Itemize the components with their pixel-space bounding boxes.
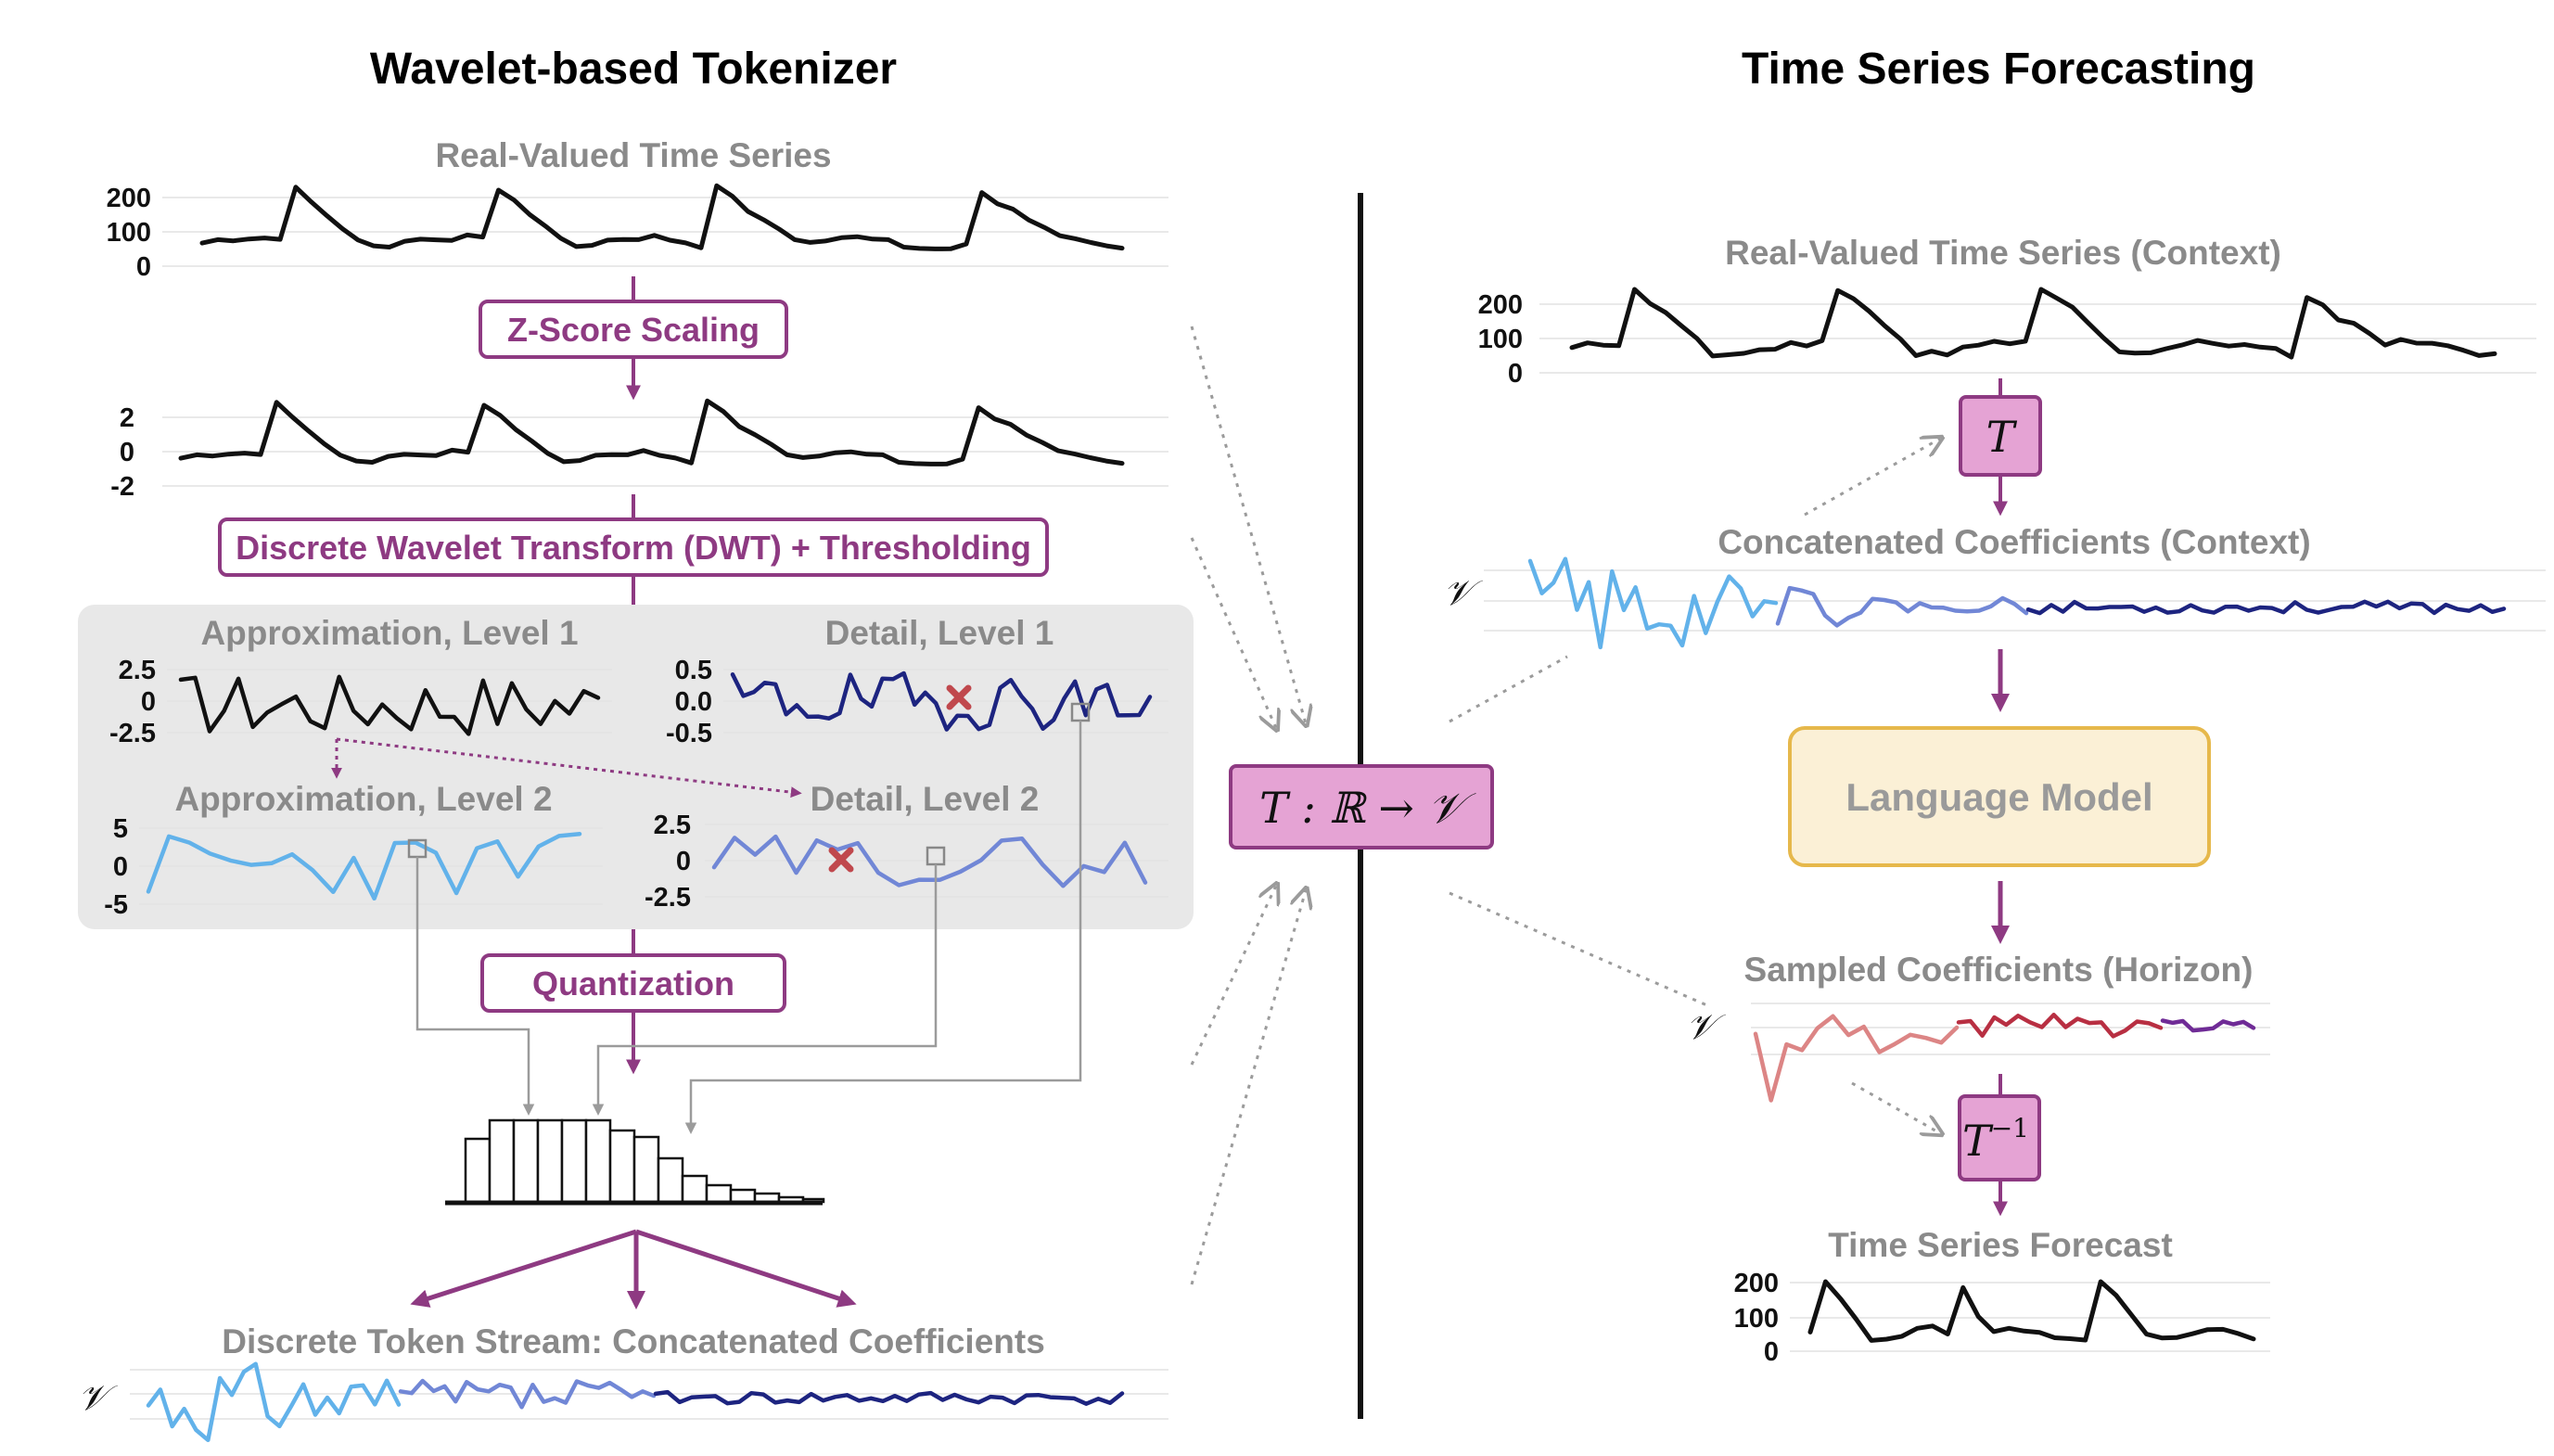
t-inverse-box: T−1 xyxy=(1958,1094,2041,1181)
histogram-icon xyxy=(445,1118,825,1206)
token-axis-label: 𝒱 xyxy=(78,1377,118,1418)
approx2-tick-neg: -5 xyxy=(104,890,128,920)
detail1-tick-pos: 0.5 xyxy=(675,656,712,685)
approx2-chart: 5 0 -5 xyxy=(104,814,603,920)
detail2-tick-neg: -2.5 xyxy=(645,883,691,913)
dwt-box: Discrete Wavelet Transform (DWT) + Thres… xyxy=(218,517,1049,577)
concat-detail1-segment xyxy=(2025,599,2507,616)
real-series-chart: 200 100 0 xyxy=(107,183,1168,282)
concat-chart: 𝒱 xyxy=(1443,556,2546,650)
approx2-line xyxy=(146,831,582,901)
concat-axis-label: 𝒱 xyxy=(1443,572,1483,613)
scaled-tick-2: 2 xyxy=(120,403,134,433)
left-title: Wavelet-based Tokenizer xyxy=(370,45,897,94)
t-inverse-label: T xyxy=(1962,1116,1994,1166)
sampled-axis-label: 𝒱 xyxy=(1686,1006,1726,1047)
real-tick-100: 100 xyxy=(107,218,151,248)
sampled-detail2-segment xyxy=(1956,1013,2164,1039)
concat-detail2-segment xyxy=(1775,585,2029,628)
quantization-box: Quantization xyxy=(480,953,786,1013)
scaled-series-chart: 2 0 -2 xyxy=(110,398,1168,502)
sampled-approx-segment xyxy=(1753,1014,1960,1103)
sampled-detail1-segment xyxy=(2160,1018,2256,1033)
token-stream-label: Discrete Token Stream: Concatenated Coef… xyxy=(222,1322,1045,1360)
t-inverse-superscript: −1 xyxy=(1991,1113,2029,1143)
token-stream-detail1-segment xyxy=(653,1389,1125,1406)
zscore-label: Z-Score Scaling xyxy=(507,311,760,349)
quantization-label: Quantization xyxy=(532,964,734,1003)
approx1-tick-pos: 2.5 xyxy=(119,656,156,685)
detail2-line xyxy=(711,834,1148,888)
dotted-arrow-approx1-to-detail2 xyxy=(336,737,802,798)
real-series-line xyxy=(199,183,1125,251)
t-box: T xyxy=(1959,395,2042,477)
scaled-tick-neg2: -2 xyxy=(110,472,134,502)
zscore-box: Z-Score Scaling xyxy=(479,300,788,359)
token-fanout-arrows xyxy=(410,1229,857,1309)
forecast-tick-0: 0 xyxy=(1764,1337,1779,1367)
detail1-tick-zero: 0.0 xyxy=(675,687,712,717)
forecast-tick-100: 100 xyxy=(1734,1304,1779,1334)
context-chart: 200 100 0 xyxy=(1478,287,2536,389)
approx1-line xyxy=(178,674,601,736)
sampled-chart: 𝒱 xyxy=(1686,1003,2270,1103)
detail2-label: Detail, Level 2 xyxy=(811,780,1040,818)
dotted-guides-left xyxy=(1190,326,1306,1285)
mapping-box: T : ℝ → 𝒱 xyxy=(1229,764,1494,849)
cross-marker-icon xyxy=(946,684,972,710)
forecast-label: Time Series Forecast xyxy=(1828,1226,2173,1264)
language-model-label: Language Model xyxy=(1845,775,2152,819)
forecast-chart: 200 100 0 xyxy=(1734,1269,2270,1367)
dotted-guides-right xyxy=(1449,439,1940,1133)
detail1-label: Detail, Level 1 xyxy=(825,614,1054,652)
approx2-tick-zero: 0 xyxy=(113,852,128,882)
concat-label: Concatenated Coefficients (Context) xyxy=(1718,523,2310,561)
coefficient-to-bin-routes xyxy=(415,721,1082,1134)
token-stream-chart: 𝒱 xyxy=(78,1361,1168,1443)
detail2-tick-zero: 0 xyxy=(676,847,691,876)
token-stream-detail2-segment xyxy=(398,1378,657,1410)
real-tick-200: 200 xyxy=(107,184,151,213)
real-tick-0: 0 xyxy=(136,252,151,282)
detail2-tick-pos: 2.5 xyxy=(654,811,691,840)
detail1-tick-neg: -0.5 xyxy=(666,719,712,748)
scaled-series-line xyxy=(178,398,1125,466)
t-label: T xyxy=(1986,412,2018,462)
forecast-tick-200: 200 xyxy=(1734,1269,1779,1298)
cross-marker-icon xyxy=(828,847,854,873)
approx1-tick-zero: 0 xyxy=(141,687,156,717)
real-series-label: Real-Valued Time Series xyxy=(435,136,831,174)
context-series-line xyxy=(1569,287,2497,360)
context-tick-200: 200 xyxy=(1478,290,1523,320)
approx2-label: Approximation, Level 2 xyxy=(174,780,552,818)
svg-text:T−1: T−1 xyxy=(1962,1113,2029,1166)
concat-approx-segment xyxy=(1527,556,1779,650)
approx1-chart: 2.5 0 -2.5 xyxy=(109,656,612,748)
approx1-label: Approximation, Level 1 xyxy=(200,614,578,652)
approx1-tick-neg: -2.5 xyxy=(109,719,156,748)
context-tick-0: 0 xyxy=(1508,359,1523,389)
context-label: Real-Valued Time Series (Context) xyxy=(1725,234,2281,272)
approx2-tick-pos: 5 xyxy=(113,814,128,844)
scaled-tick-0: 0 xyxy=(120,438,134,467)
detail1-line xyxy=(730,671,1153,732)
mapping-label: T : ℝ → 𝒱 xyxy=(1259,783,1476,833)
wavelet-levels-panel xyxy=(78,605,1194,929)
detail1-chart: 0.5 0.0 -0.5 xyxy=(666,656,1168,748)
sampled-label: Sampled Coefficients (Horizon) xyxy=(1744,951,2254,989)
right-title: Time Series Forecasting xyxy=(1742,45,2255,94)
token-stream-approx-segment xyxy=(146,1361,402,1443)
dwt-label: Discrete Wavelet Transform (DWT) + Thres… xyxy=(236,529,1031,567)
forecast-series-line xyxy=(1807,1279,2256,1343)
detail2-chart: 2.5 0 -2.5 xyxy=(645,811,1168,913)
language-model-box: Language Model xyxy=(1788,726,2211,867)
context-tick-100: 100 xyxy=(1478,325,1523,354)
